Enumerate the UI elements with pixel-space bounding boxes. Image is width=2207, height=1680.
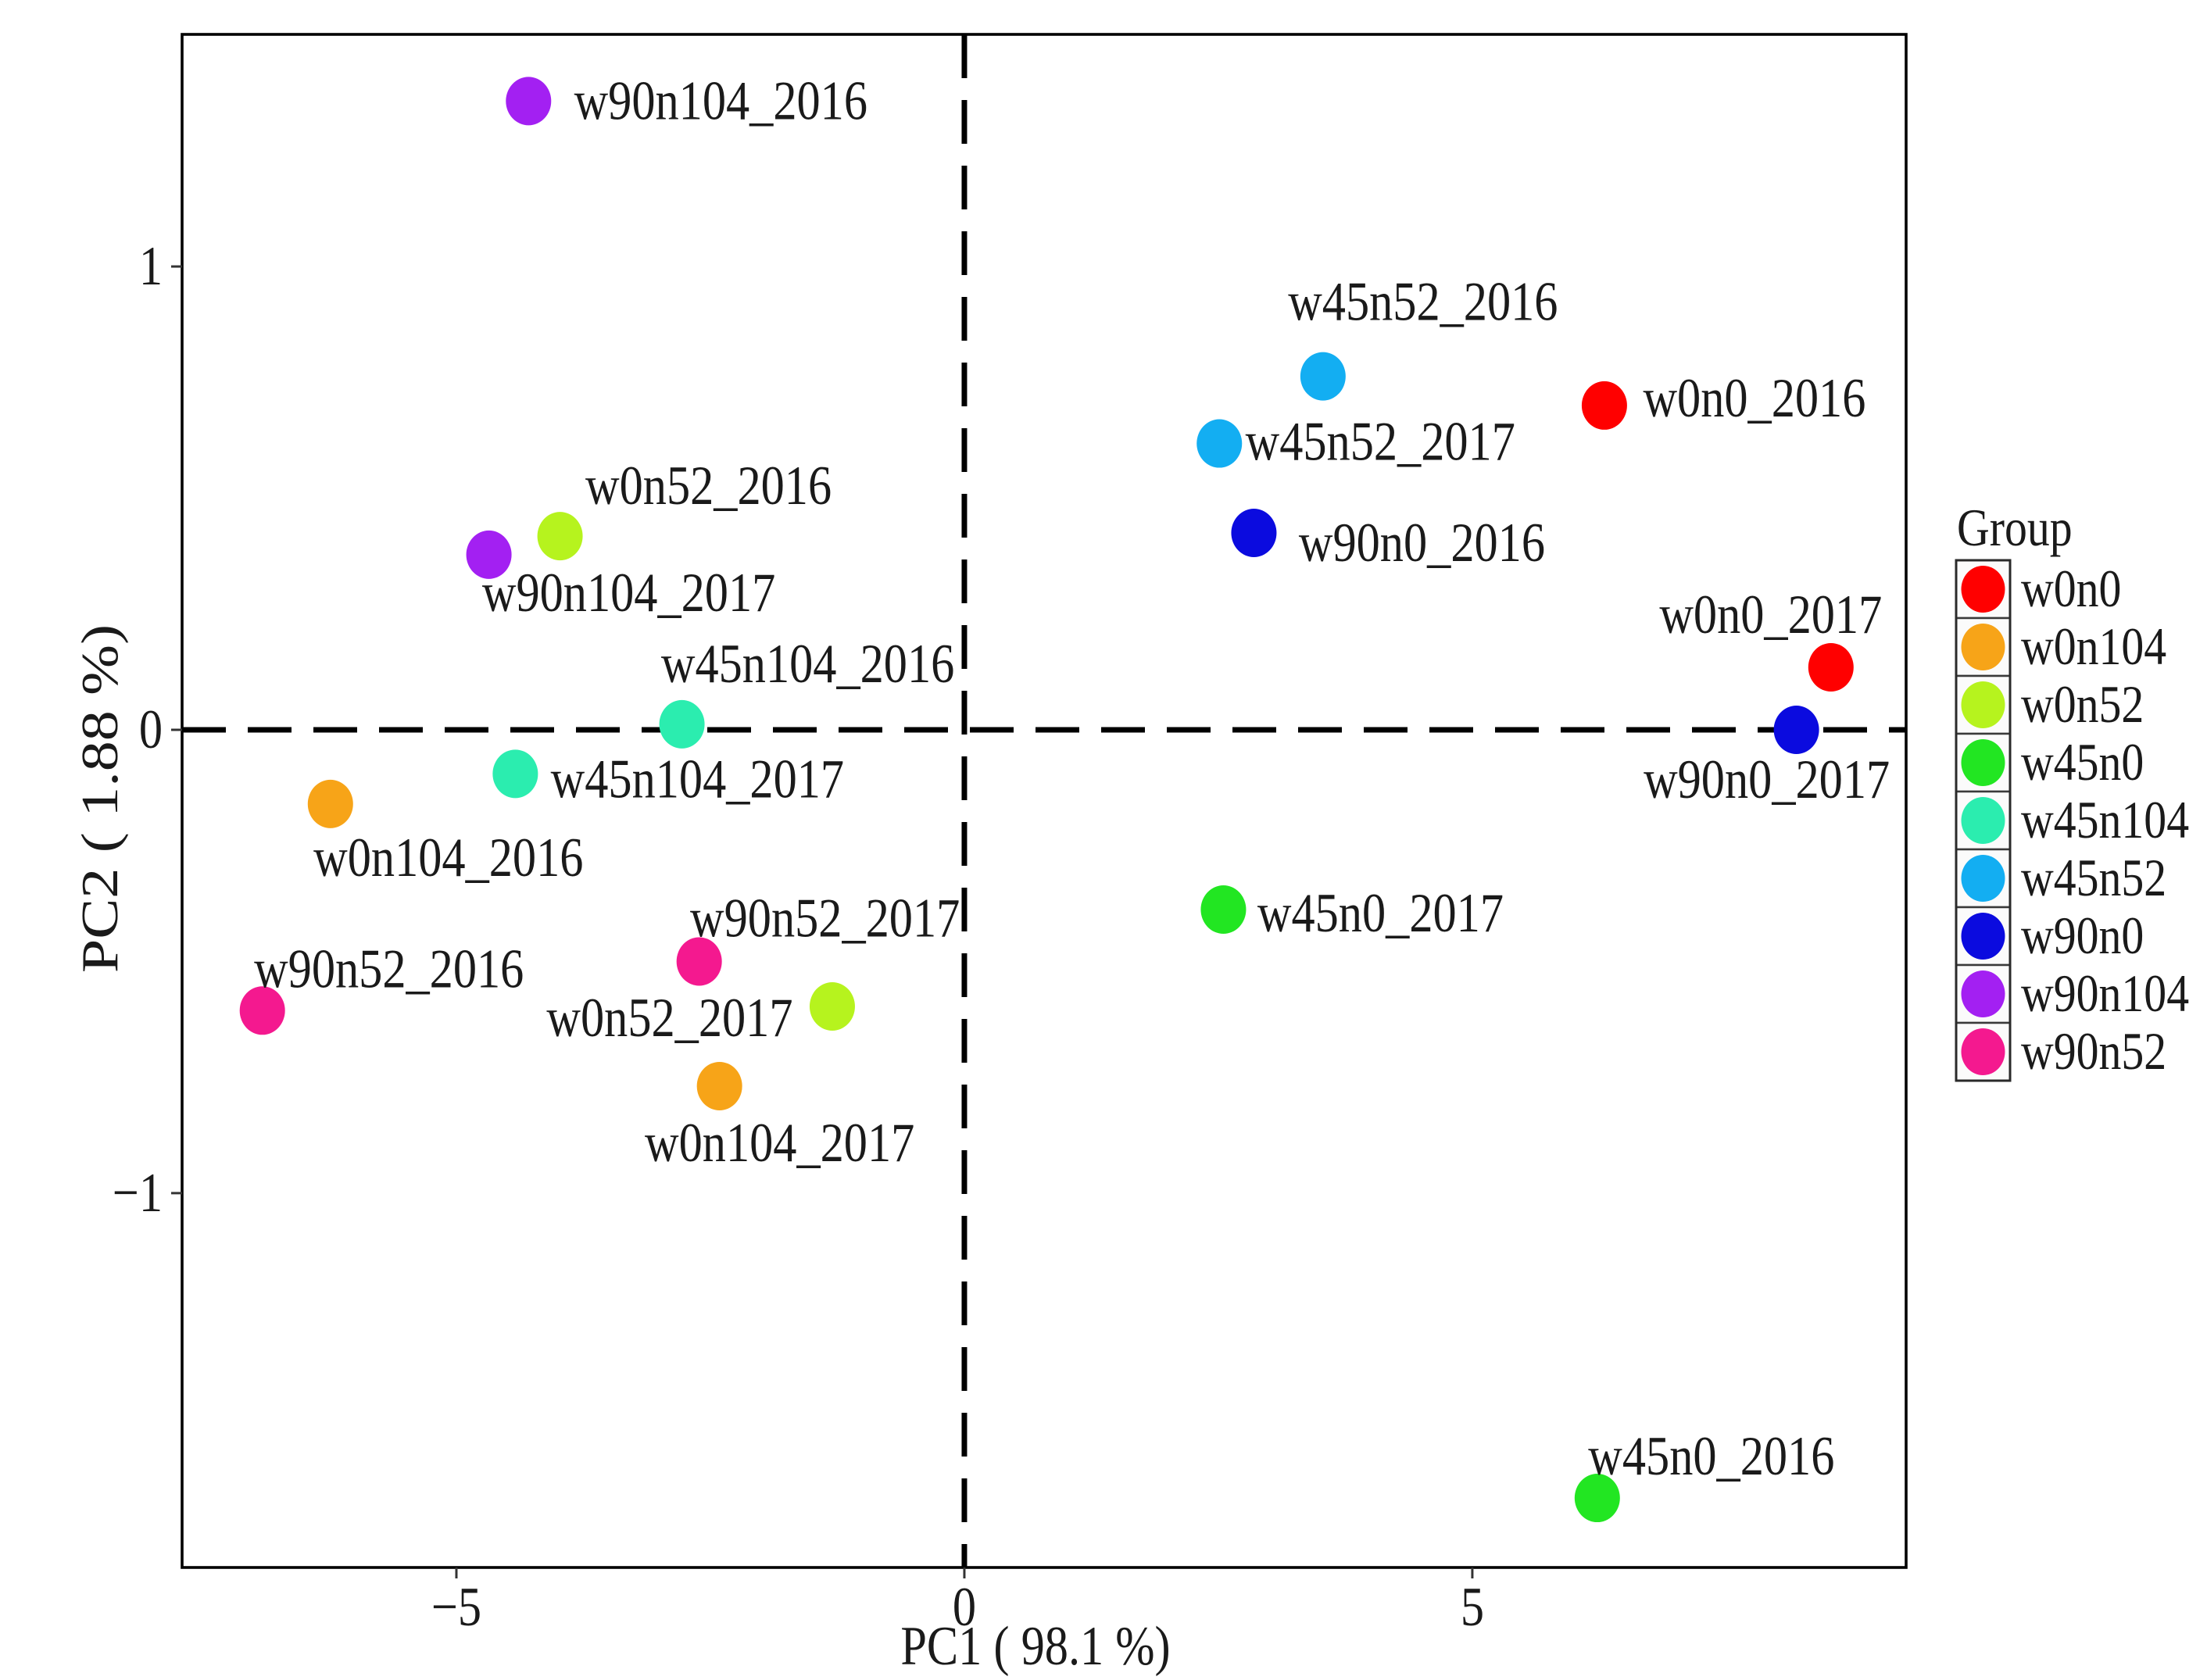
panel-border — [181, 33, 1908, 1569]
legend-label: w0n104 — [2021, 617, 2166, 676]
data-point — [809, 981, 855, 1031]
point-label: w0n104_2017 — [645, 1112, 914, 1174]
x-axis: −5 0 5 — [431, 1567, 1484, 1638]
data-point — [1808, 642, 1854, 692]
y-axis-title: PC2 ( 1.88 %) — [71, 624, 128, 973]
point-label: w45n0_2017 — [1257, 883, 1504, 945]
legend-label: w90n104 — [2021, 964, 2189, 1023]
point-label: w45n104_2017 — [551, 749, 844, 810]
legend-label: w0n0 — [2021, 559, 2121, 618]
point-label: w45n52_2016 — [1288, 271, 1558, 333]
legend-key-point — [1961, 624, 2005, 670]
legend-label: w90n0 — [2021, 906, 2144, 965]
x-tick-label: 5 — [1461, 1577, 1484, 1639]
legend-label: w45n0 — [2021, 733, 2144, 792]
data-points — [239, 77, 1854, 1523]
legend-key-point — [1961, 566, 2005, 613]
point-labels: w0n0_2016 w0n0_2017 w0n104_2016 w0n104_2017… — [254, 70, 1890, 1487]
point-label: w45n0_2016 — [1588, 1426, 1834, 1488]
legend-key-point — [1961, 970, 2005, 1017]
legend-item: w0n52 — [1955, 675, 2144, 735]
data-point — [1773, 705, 1819, 754]
point-label: w90n0_2016 — [1299, 512, 1545, 574]
legend-key-point — [1961, 681, 2005, 728]
y-tick-label: 0 — [139, 699, 163, 760]
y-axis: 1 0 −1 — [113, 236, 182, 1224]
data-point — [1300, 352, 1346, 401]
data-point — [1231, 508, 1277, 557]
point-label: w0n0_2016 — [1643, 367, 1865, 429]
point-label: w90n52_2016 — [254, 938, 524, 1000]
point-label: w90n52_2017 — [690, 888, 960, 949]
legend-item: w90n0 — [1955, 906, 2144, 967]
legend-key-point — [1961, 913, 2005, 960]
y-tick-label: −1 — [113, 1162, 163, 1224]
legend-item: w0n104 — [1955, 617, 2166, 677]
panel-background — [182, 34, 1906, 1567]
point-label: w0n52_2017 — [546, 987, 792, 1049]
data-point — [307, 779, 353, 828]
data-point — [1197, 419, 1243, 468]
point-label: w0n104_2016 — [313, 827, 583, 888]
point-label: w90n0_2017 — [1644, 749, 1890, 810]
point-label: w45n52_2017 — [1246, 411, 1515, 473]
data-point — [1581, 381, 1627, 430]
legend-item: w45n104 — [1955, 791, 2189, 851]
data-point — [659, 699, 705, 749]
legend-key-point — [1961, 1028, 2005, 1075]
data-point — [696, 1061, 742, 1110]
point-label: w90n104_2016 — [574, 70, 867, 132]
legend-label: w0n52 — [2021, 675, 2144, 734]
x-tick-label: −5 — [431, 1577, 481, 1639]
point-label: w45n104_2016 — [661, 633, 954, 695]
data-point — [1574, 1474, 1620, 1523]
legend-item: w45n52 — [1955, 849, 2166, 909]
legend-key-point — [1961, 739, 2005, 786]
legend-label: w45n52 — [2021, 849, 2166, 907]
legend: Group w0n0w0n104w0n52w45n0w45n104w45n52w… — [1955, 499, 2189, 1082]
legend-key-point — [1961, 855, 2005, 902]
data-point — [1200, 885, 1247, 935]
y-tick-label: 1 — [139, 236, 163, 298]
legend-title: Group — [1957, 499, 2073, 557]
x-axis-title: PC1 ( 98.1 %) — [900, 1616, 1170, 1678]
reference-lines — [182, 34, 1906, 1567]
legend-keys: w0n0w0n104w0n52w45n0w45n104w45n52w90n0w9… — [1955, 559, 2189, 1082]
data-point — [466, 530, 512, 579]
data-point — [506, 77, 552, 126]
x-tick-label: 0 — [953, 1577, 976, 1639]
data-point — [537, 512, 583, 561]
legend-item: w90n52 — [1955, 1022, 2166, 1082]
legend-item: w45n0 — [1955, 733, 2144, 793]
legend-label: w90n52 — [2021, 1022, 2166, 1081]
legend-frame — [1955, 559, 2012, 1082]
data-point — [676, 937, 722, 986]
legend-label: w45n104 — [2021, 791, 2189, 849]
data-point — [239, 986, 285, 1035]
legend-item: w0n0 — [1955, 559, 2121, 620]
point-label: w0n0_2017 — [1659, 584, 1882, 645]
legend-key-point — [1961, 797, 2005, 844]
point-label: w0n52_2016 — [585, 456, 832, 517]
legend-item: w90n104 — [1955, 964, 2189, 1024]
data-point — [492, 749, 538, 799]
point-label: w90n104_2017 — [482, 562, 775, 624]
